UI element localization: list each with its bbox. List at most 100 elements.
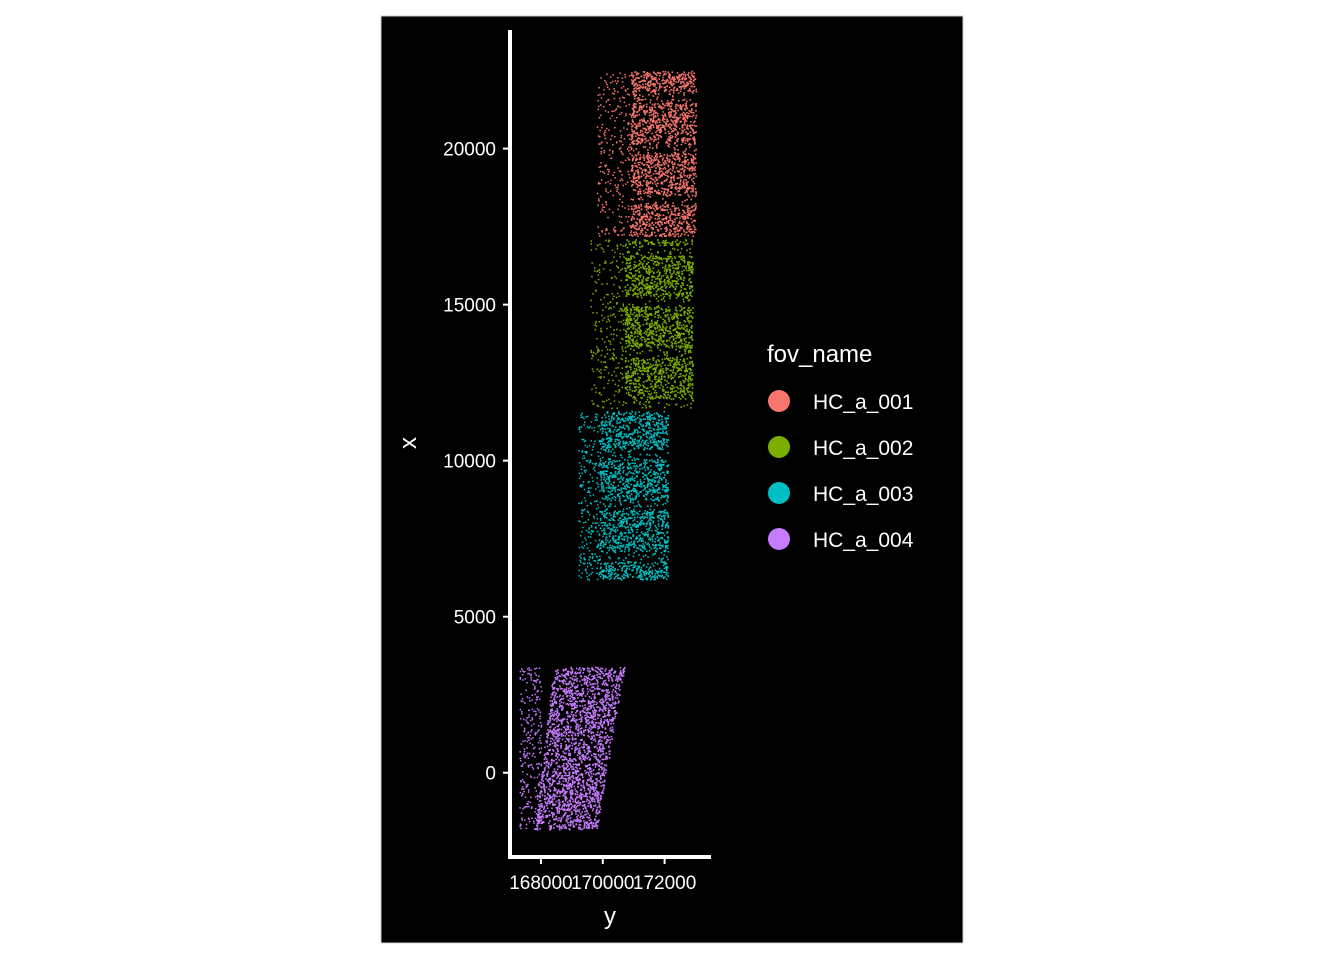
data-point [617, 384, 620, 387]
data-point [664, 240, 667, 243]
data-point [658, 306, 660, 309]
data-point [662, 115, 665, 118]
data-point [604, 129, 606, 132]
data-point [693, 231, 696, 234]
data-point [677, 207, 680, 210]
data-point [639, 219, 641, 222]
data-point [595, 325, 598, 327]
data-point [642, 216, 644, 218]
data-point [619, 170, 622, 173]
data-point [646, 106, 648, 108]
data-point [686, 127, 688, 130]
data-point [650, 578, 652, 581]
data-point [634, 266, 636, 268]
data-point [647, 362, 650, 364]
data-point [630, 272, 632, 275]
data-point [656, 114, 659, 117]
data-point [671, 242, 673, 245]
data-point [655, 381, 658, 384]
data-point [667, 375, 670, 378]
data-point [684, 288, 687, 290]
data-point [687, 380, 690, 383]
data-point [648, 327, 650, 330]
data-point [635, 159, 637, 162]
data-point [644, 215, 646, 218]
data-point [665, 308, 667, 311]
data-point [672, 338, 675, 340]
data-point [635, 357, 638, 359]
data-point [635, 82, 638, 85]
data-point [674, 133, 677, 135]
data-point [597, 278, 600, 281]
data-point [654, 328, 657, 330]
data-point [663, 127, 666, 130]
data-point [650, 511, 653, 514]
data-point [626, 317, 628, 319]
data-point [654, 472, 657, 474]
data-point [649, 168, 651, 171]
data-point [686, 81, 689, 84]
data-point [657, 269, 660, 272]
data-point [626, 544, 629, 546]
data-point [638, 219, 641, 221]
data-point [651, 279, 653, 281]
data-point [657, 396, 659, 398]
data-point [633, 317, 635, 320]
data-point [681, 113, 684, 115]
data-point [670, 114, 672, 116]
data-point [664, 167, 667, 170]
data-point [607, 315, 609, 318]
data-point [623, 308, 626, 311]
data-point [641, 287, 644, 290]
data-point [661, 208, 664, 210]
data-point [668, 318, 670, 321]
data-point [689, 378, 691, 380]
data-point [657, 288, 659, 291]
data-point [688, 88, 691, 90]
data-point [625, 321, 628, 323]
data-point [650, 291, 653, 294]
data-point [694, 172, 697, 175]
data-point [613, 313, 615, 315]
data-point [623, 513, 626, 515]
data-point [638, 332, 640, 335]
data-point [619, 497, 621, 500]
data-point [689, 346, 692, 349]
data-point [617, 266, 619, 269]
data-point [636, 179, 639, 182]
data-point [623, 329, 625, 331]
data-point [674, 381, 676, 384]
data-point [630, 198, 633, 201]
data-point [628, 386, 631, 388]
data-point [620, 476, 622, 479]
data-point [664, 319, 666, 322]
data-point [659, 205, 662, 208]
data-point [650, 259, 652, 261]
data-point [637, 484, 639, 486]
data-point [672, 123, 675, 125]
data-point [669, 253, 672, 255]
data-point [686, 208, 689, 211]
data-point [682, 173, 685, 176]
data-point [660, 136, 663, 139]
data-point [665, 285, 668, 288]
data-point [641, 367, 644, 369]
data-point [693, 76, 695, 79]
data-point [630, 138, 633, 141]
data-point [641, 265, 644, 267]
data-point [647, 411, 650, 414]
data-point [655, 321, 657, 324]
data-point [643, 111, 646, 114]
data-point [643, 428, 645, 431]
data-point [637, 190, 640, 193]
data-point [671, 153, 673, 156]
data-point [691, 178, 693, 181]
data-point [688, 269, 690, 272]
data-point [628, 150, 630, 152]
data-point [673, 367, 675, 369]
data-point [615, 390, 617, 393]
data-point [615, 334, 618, 337]
data-point [611, 475, 613, 477]
data-point [690, 402, 692, 405]
data-point [672, 202, 675, 205]
